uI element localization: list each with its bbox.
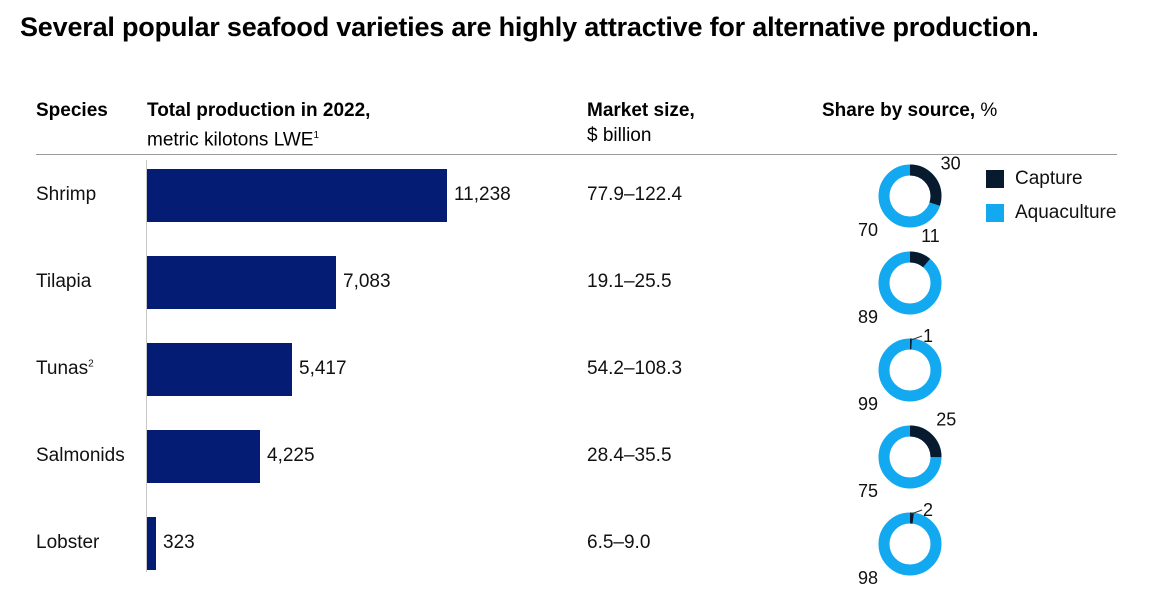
species-name: Shrimp: [36, 183, 97, 205]
species-header-label: Species: [36, 100, 108, 121]
species-label: Tunas2: [36, 358, 94, 380]
production-bar: [147, 256, 336, 309]
share-header-unit: %: [975, 100, 998, 121]
market-size-value: 6.5–9.0: [587, 531, 651, 553]
footnote-marker: 2: [88, 358, 94, 370]
legend-item-capture: Capture: [986, 168, 1083, 190]
production-bar: [147, 343, 292, 396]
legend-label-capture: Capture: [1015, 168, 1083, 189]
share-header-title: Share by source,: [822, 100, 976, 121]
capture-segment: [878, 251, 942, 314]
species-label: Salmonids: [36, 445, 125, 467]
header-divider: [36, 154, 1117, 155]
capture-share-label: 11: [921, 226, 940, 246]
aquaculture-share-label: 75: [858, 481, 878, 501]
species-name: Tunas: [36, 357, 89, 379]
production-column-header: Total production in 2022, metric kiloton…: [147, 98, 370, 152]
species-label: Tilapia: [36, 271, 91, 293]
capture-segment: [878, 164, 942, 227]
share-donut: 30 70: [858, 153, 961, 240]
market-size-value: 19.1–25.5: [587, 270, 672, 292]
aquaculture-share-label: 98: [858, 568, 878, 588]
aquaculture-segment: [878, 338, 942, 401]
capture-share-label: 2: [923, 500, 933, 520]
production-bar: [147, 430, 260, 483]
capture-share-label: 30: [941, 153, 961, 173]
capture-share-label: 1: [923, 326, 933, 346]
capture-leader-line: [910, 509, 923, 514]
species-name: Salmonids: [36, 444, 125, 466]
species-label: Shrimp: [36, 184, 96, 206]
production-value-label: 5,417: [299, 357, 347, 379]
aquaculture-segment: [878, 251, 942, 314]
production-value-label: 11,238: [454, 183, 511, 205]
market-column-header: Market size, $ billion: [587, 98, 695, 148]
aquaculture-segment: [878, 512, 942, 575]
aquaculture-share-label: 89: [858, 307, 878, 327]
legend-item-aquaculture: Aquaculture: [986, 202, 1116, 224]
market-size-value: 28.4–35.5: [587, 444, 672, 466]
market-header-title: Market size,: [587, 100, 695, 121]
share-donut: 2 98: [858, 500, 942, 588]
market-size-value: 54.2–108.3: [587, 357, 683, 379]
production-bar: [147, 517, 156, 570]
production-value-label: 7,083: [343, 270, 391, 292]
production-header-title: Total production in 2022,: [147, 100, 371, 121]
species-label: Lobster: [36, 532, 99, 554]
capture-swatch: [986, 170, 1004, 188]
share-donut: 11 89: [858, 226, 942, 327]
capture-segment: [878, 512, 942, 575]
species-name: Tilapia: [36, 270, 92, 292]
market-header-unit: $ billion: [587, 125, 652, 146]
bar-baseline-axis: [146, 160, 147, 572]
share-donut: 1 99: [858, 326, 942, 414]
production-value-label: 323: [163, 531, 195, 553]
production-unit-text: metric kilotons LWE: [147, 129, 314, 151]
capture-segment: [878, 338, 942, 401]
legend-label-aquaculture: Aquaculture: [1015, 202, 1117, 223]
share-column-header: Share by source, %: [822, 98, 997, 123]
capture-segment: [878, 425, 942, 488]
footnote-1-marker: 1: [313, 130, 320, 141]
aquaculture-share-label: 99: [858, 394, 878, 414]
aquaculture-share-label: 70: [858, 220, 878, 240]
production-header-unit: metric kilotons LWE1: [147, 123, 370, 152]
market-size-value: 77.9–122.4: [587, 183, 683, 205]
capture-share-label: 25: [936, 409, 956, 429]
chart-title: Several popular seafood varieties are hi…: [20, 12, 1039, 42]
production-bar: [147, 169, 447, 222]
species-name: Lobster: [36, 531, 100, 553]
species-column-header: Species: [36, 98, 108, 123]
capture-leader-line: [910, 335, 923, 340]
aquaculture-swatch: [986, 204, 1004, 222]
production-value-label: 4,225: [267, 444, 315, 466]
share-donut: 25 75: [858, 409, 956, 501]
